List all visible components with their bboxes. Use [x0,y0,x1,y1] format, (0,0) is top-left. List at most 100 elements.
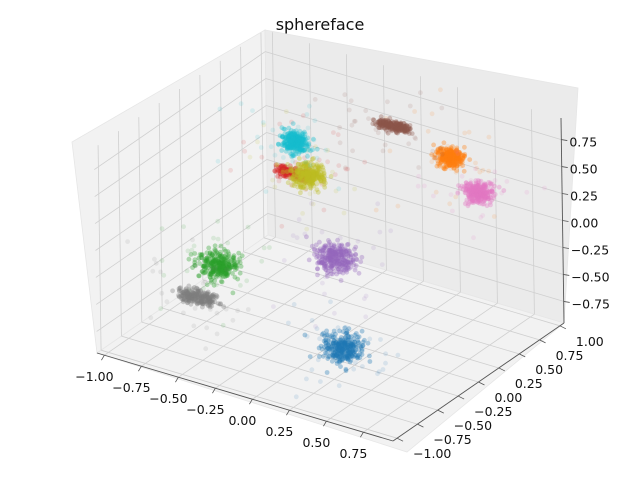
scatter-point [393,119,399,124]
scatter-point [345,259,350,265]
scatter-point [200,269,206,274]
scatter-point [337,345,343,350]
scatter-point [223,270,229,276]
scatter-point [422,183,427,189]
scatter-point [337,341,342,346]
scatter-point [217,106,223,112]
scatter-point [330,257,335,263]
scatter-point [200,263,206,269]
z-tick-label: 0.25 [570,189,598,204]
scatter-point [318,178,324,184]
scatter-point [318,248,324,254]
scatter-point [191,323,197,329]
scatter-point [444,156,450,162]
scatter-point [327,249,333,255]
scatter-point [226,266,231,272]
scatter-point [345,241,351,247]
scatter-point [326,238,331,243]
grid-y-floor [202,279,499,369]
scatter-point [446,152,451,158]
grid-z-back [266,132,563,221]
scatter-point [456,154,461,159]
scatter-point [318,343,324,349]
scatter-point [335,257,340,263]
scatter-point [319,346,325,352]
scatter-point [290,171,296,177]
x-tick-label: 0.50 [302,435,330,450]
scatter-point [399,125,405,131]
scatter-point [435,146,441,152]
scatter-point [278,171,284,177]
scatter-point [347,250,353,256]
scatter-point [202,266,208,272]
scatter-point [376,119,382,124]
scatter-point [204,256,210,261]
scatter-point [329,344,335,350]
scatter-point [281,168,286,174]
scatter-point [303,159,308,165]
scatter-point [215,271,221,277]
scatter-point [334,251,339,257]
scatter-point [283,164,289,170]
scatter-point [339,254,345,260]
scatter-point [203,258,209,264]
scatter-point [325,345,331,351]
scatter-point [447,154,453,160]
scatter-point [216,260,222,266]
scatter-point [448,152,454,157]
scatter-point [461,152,466,158]
scatter-point [336,344,342,350]
scatter-point [380,123,386,128]
scatter-point [316,259,322,265]
scatter-point [444,151,449,157]
scatter-point [379,120,385,125]
scatter-point [451,155,457,161]
scatter-point [190,265,196,270]
scatter-point [279,223,285,229]
scatter-point [344,345,350,351]
scatter-point [221,263,227,269]
scatter-point [338,346,344,352]
scatter-point [309,201,314,206]
scatter-point [225,249,231,255]
scatter-point [335,256,341,261]
scatter-point [404,129,410,135]
scatter-point [439,158,444,164]
scatter-point [335,348,341,353]
scatter-point [402,125,408,131]
scatter-point [337,264,342,270]
scatter-point [327,252,332,258]
scatter-point [210,267,216,272]
scatter-point [304,178,309,184]
scatter-point [390,123,396,129]
scatter-point [445,161,451,166]
scatter-point [386,121,392,127]
scatter-point [282,168,288,174]
scatter-point [385,121,391,127]
x-tick-mark [249,398,253,405]
scatter-point [443,156,449,162]
scatter-point [454,153,460,158]
scatter-point [451,150,457,156]
scatter-point [456,149,461,155]
scatter-point [454,152,459,158]
scatter-point [335,351,341,356]
scatter-point [350,353,355,359]
scatter-point [223,266,228,272]
scatter-point [441,146,447,152]
scatter-point [218,279,224,284]
scatter-point [403,128,409,133]
scatter-point [303,171,308,177]
scatter-point [276,168,282,174]
scatter-point [451,151,457,157]
scatter-point [326,342,331,348]
scatter-point [334,349,340,355]
scatter-point [329,252,334,258]
scatter-point [315,189,321,195]
grid-y-floor [182,293,479,383]
scatter-point [395,130,400,136]
scatter-point [402,130,408,135]
scatter-point [296,176,302,181]
scatter-point [339,342,345,348]
scatter-point [221,260,227,266]
